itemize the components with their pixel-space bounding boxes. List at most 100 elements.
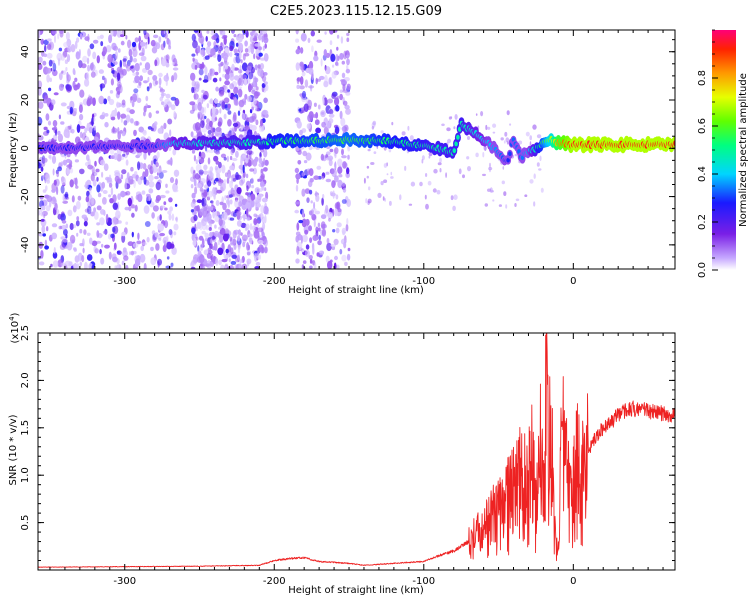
- noise-speck-1-822: [248, 83, 252, 93]
- noise-speck-0-381: [38, 101, 44, 109]
- noise-speck-0-228: [152, 75, 158, 81]
- noise-speck-0-36: [40, 38, 45, 45]
- noise-speck-1-126: [264, 187, 267, 192]
- noise-speck-2-160: [317, 240, 322, 246]
- noise-speck-1-397: [199, 178, 206, 184]
- noise-speck-0-476: [155, 181, 161, 191]
- noise-speck-1-710: [231, 63, 235, 72]
- noise-speck-1-863: [260, 205, 265, 214]
- noise-speck-2-325: [310, 30, 315, 37]
- noise-speck-1-315: [223, 254, 229, 259]
- noise-speck-0-284: [79, 261, 83, 267]
- noise-speck-2-71: [296, 222, 300, 231]
- noise-speck-2-150: [301, 218, 307, 228]
- noise-speck-0-736: [123, 120, 128, 126]
- noise-speck-mid-60: [436, 189, 441, 195]
- noise-speck-0-434: [110, 233, 115, 239]
- noise-speck-1-728: [193, 93, 199, 100]
- noise-speck-2-321: [328, 217, 331, 222]
- noise-speck-0-581: [60, 236, 66, 240]
- noise-speck-2-146: [341, 181, 346, 187]
- noise-speck-0-752: [140, 136, 146, 141]
- noise-speck-2-196: [337, 166, 343, 174]
- noise-speck-1-580: [214, 131, 219, 135]
- noise-speck-0-188: [46, 226, 49, 232]
- noise-speck-1-891: [204, 115, 207, 120]
- noise-speck-mid-75: [482, 173, 486, 177]
- noise-speck-0-506: [150, 257, 157, 266]
- noise-speck-0-874: [90, 62, 94, 71]
- noise-speck-1-814: [232, 178, 237, 182]
- noise-speck-0-465: [144, 62, 151, 71]
- noise-speck-0-554: [116, 101, 120, 109]
- noise-speck-0-655: [60, 213, 66, 222]
- noise-speck-2-345: [340, 117, 346, 127]
- noise-speck-1-782: [201, 197, 207, 207]
- noise-speck-1-773: [225, 248, 229, 254]
- noise-speck-0-665: [134, 37, 139, 43]
- noise-speck-2-222: [322, 194, 325, 199]
- noise-speck-0-746: [122, 247, 127, 253]
- noise-speck-2-118: [345, 223, 349, 232]
- ridge-core--424: [508, 151, 512, 156]
- noise-speck-2-268: [343, 50, 347, 60]
- noise-speck-0-583: [82, 238, 85, 247]
- noise-speck-mid-58: [371, 126, 375, 130]
- noise-speck-2-253: [341, 72, 346, 79]
- noise-speck-1-604: [233, 48, 238, 54]
- noise-speck-0-640: [170, 96, 177, 101]
- noise-speck-0-577: [60, 55, 65, 61]
- noise-speck-0-539: [76, 124, 81, 133]
- noise-speck-1-680: [234, 199, 240, 208]
- noise-speck-0-1: [117, 48, 121, 53]
- noise-speck-0-388: [147, 126, 152, 130]
- noise-speck-mid-114: [488, 167, 493, 171]
- noise-speck-1-629: [217, 239, 221, 246]
- noise-speck-1-853: [257, 239, 264, 245]
- noise-speck-0-299: [121, 260, 125, 266]
- noise-speck-2-326: [335, 105, 340, 112]
- noise-speck-1-775: [224, 85, 229, 94]
- noise-speck-1-783: [242, 164, 245, 174]
- noise-speck-0-91: [99, 83, 106, 89]
- noise-speck-1-525: [258, 157, 263, 164]
- noise-speck-mid-61: [540, 187, 544, 193]
- noise-speck-1-267: [237, 110, 241, 116]
- noise-speck-0-333: [52, 120, 58, 127]
- noise-speck-1-334: [221, 164, 226, 174]
- noise-speck-1-321: [244, 48, 249, 53]
- noise-speck-1-865: [207, 129, 212, 135]
- noise-speck-2-151: [346, 58, 350, 66]
- noise-speck-0-29: [70, 44, 76, 53]
- noise-speck-1-748: [215, 160, 220, 165]
- noise-speck-0-348: [128, 205, 132, 212]
- noise-speck-0-234: [127, 39, 132, 49]
- y-tick-label: 2.0: [20, 372, 31, 388]
- noise-speck-0-289: [150, 246, 154, 252]
- noise-speck-0-837: [93, 125, 97, 131]
- noise-speck-1-236: [206, 118, 210, 124]
- noise-speck-2-182: [342, 161, 347, 169]
- noise-speck-0-843: [125, 221, 129, 225]
- noise-speck-0-362: [93, 207, 97, 213]
- noise-speck-2-294: [304, 249, 310, 257]
- noise-speck-1-293: [218, 259, 222, 266]
- noise-speck-0-862: [115, 210, 121, 219]
- noise-speck-1-564: [246, 242, 250, 251]
- noise-speck-1-841: [215, 151, 221, 155]
- noise-speck-0-871: [51, 223, 58, 228]
- noise-speck-1-808: [250, 32, 254, 36]
- noise-speck-mid-126: [492, 199, 495, 202]
- noise-speck-1-817: [218, 181, 222, 187]
- noise-speck-2-40: [339, 89, 344, 93]
- noise-speck-0-310: [133, 120, 140, 126]
- noise-speck-1-566: [200, 120, 205, 129]
- noise-speck-2-281: [298, 219, 304, 224]
- noise-speck-1-484: [254, 156, 259, 163]
- noise-speck-0-743: [75, 185, 79, 189]
- noise-speck-mid-74: [448, 116, 452, 120]
- noise-speck-1-439: [204, 184, 209, 189]
- noise-speck-0-749: [155, 42, 161, 50]
- noise-speck-0-827: [70, 265, 74, 269]
- noise-speck-1-717: [235, 42, 239, 47]
